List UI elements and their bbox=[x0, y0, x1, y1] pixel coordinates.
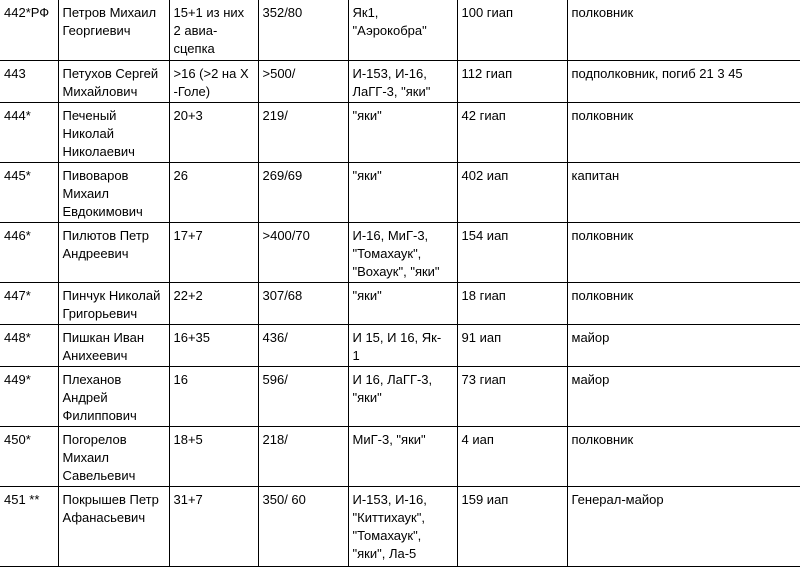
cell-name: Покрышев Петр Афанасьевич bbox=[57, 485, 170, 567]
table-row: 451 ** Покрышев Петр Афанасьевич 31+7 35… bbox=[0, 485, 800, 567]
cell-regiment: 18 гиап bbox=[456, 281, 568, 325]
table-row: 450* Погорелов Михаил Савельевич 18+5 21… bbox=[0, 425, 800, 487]
table-row: 449* Плеханов Андрей Филиппович 16 596/ … bbox=[0, 365, 800, 427]
cell-sorties: 436/ bbox=[257, 323, 349, 367]
cell-regiment: 100 гиап bbox=[456, 0, 568, 61]
cell-rank: полковник bbox=[566, 0, 800, 61]
cell-sorties: 350/ 60 bbox=[257, 485, 349, 567]
table-row: 442*РФ Петров Михаил Георгиевич 15+1 из … bbox=[0, 0, 800, 61]
cell-sorties: 352/80 bbox=[257, 0, 349, 61]
cell-rank: полковник bbox=[566, 425, 800, 487]
cell-rank: капитан bbox=[566, 161, 800, 223]
cell-name: Пинчук Николай Григорьевич bbox=[57, 281, 170, 325]
cell-victories: 18+5 bbox=[168, 425, 259, 487]
cell-aircraft: "яки" bbox=[347, 161, 458, 223]
cell-name: Петров Михаил Георгиевич bbox=[57, 0, 170, 61]
cell-victories: 26 bbox=[168, 161, 259, 223]
cell-sorties: 307/68 bbox=[257, 281, 349, 325]
cell-number: 444* bbox=[0, 101, 59, 163]
cell-victories: 16+35 bbox=[168, 323, 259, 367]
table-row: 443 Петухов Сергей Михайлович >16 (>2 на… bbox=[0, 59, 800, 103]
cell-regiment: 159 иап bbox=[456, 485, 568, 567]
cell-rank: майор bbox=[566, 323, 800, 367]
cell-number: 449* bbox=[0, 365, 59, 427]
cell-number: 443 bbox=[0, 59, 59, 103]
cell-aircraft: "яки" bbox=[347, 101, 458, 163]
cell-name: Пилютов Петр Андреевич bbox=[57, 221, 170, 283]
cell-rank: полковник bbox=[566, 281, 800, 325]
cell-number: 447* bbox=[0, 281, 59, 325]
cell-aircraft: МиГ-3, "яки" bbox=[347, 425, 458, 487]
cell-victories: 20+3 bbox=[168, 101, 259, 163]
cell-regiment: 154 иап bbox=[456, 221, 568, 283]
cell-victories: 31+7 bbox=[168, 485, 259, 567]
cell-victories: 22+2 bbox=[168, 281, 259, 325]
cell-regiment: 42 гиап bbox=[456, 101, 568, 163]
cell-name: Петухов Сергей Михайлович bbox=[57, 59, 170, 103]
cell-aircraft: И-153, И-16, ЛаГГ-3, "яки" bbox=[347, 59, 458, 103]
cell-sorties: 219/ bbox=[257, 101, 349, 163]
cell-victories: 15+1 из них 2 авиа- сцепка bbox=[168, 0, 259, 61]
cell-rank: подполковник, погиб 21 3 45 bbox=[566, 59, 800, 103]
table-row: 444* Печеный Николай Николаевич 20+3 219… bbox=[0, 101, 800, 163]
cell-number: 446* bbox=[0, 221, 59, 283]
cell-number: 450* bbox=[0, 425, 59, 487]
table-row: 448* Пишкан Иван Анихеевич 16+35 436/ И … bbox=[0, 323, 800, 367]
cell-rank: полковник bbox=[566, 221, 800, 283]
cell-rank: полковник bbox=[566, 101, 800, 163]
cell-regiment: 402 иап bbox=[456, 161, 568, 223]
cell-name: Пивоваров Михаил Евдокимович bbox=[57, 161, 170, 223]
cell-sorties: >500/ bbox=[257, 59, 349, 103]
cell-aircraft: "яки" bbox=[347, 281, 458, 325]
cell-number: 445* bbox=[0, 161, 59, 223]
cell-number: 448* bbox=[0, 323, 59, 367]
cell-victories: 16 bbox=[168, 365, 259, 427]
cell-number: 451 ** bbox=[0, 485, 59, 567]
table-row: 445* Пивоваров Михаил Евдокимович 26 269… bbox=[0, 161, 800, 223]
cell-victories: 17+7 bbox=[168, 221, 259, 283]
cell-regiment: 73 гиап bbox=[456, 365, 568, 427]
cell-name: Плеханов Андрей Филиппович bbox=[57, 365, 170, 427]
cell-name: Погорелов Михаил Савельевич bbox=[57, 425, 170, 487]
cell-sorties: 596/ bbox=[257, 365, 349, 427]
cell-aircraft: И-153, И-16, "Киттихаук", "Томахаук", "я… bbox=[347, 485, 458, 567]
cell-name: Печеный Николай Николаевич bbox=[57, 101, 170, 163]
cell-sorties: 269/69 bbox=[257, 161, 349, 223]
cell-regiment: 91 иап bbox=[456, 323, 568, 367]
cell-aircraft: И 16, ЛаГГ-3, "яки" bbox=[347, 365, 458, 427]
cell-rank: Генерал-майор bbox=[566, 485, 800, 567]
table-row: 447* Пинчук Николай Григорьевич 22+2 307… bbox=[0, 281, 800, 325]
cell-regiment: 112 гиап bbox=[456, 59, 568, 103]
cell-sorties: 218/ bbox=[257, 425, 349, 487]
cell-victories: >16 (>2 на Х -Голе) bbox=[168, 59, 259, 103]
cell-aircraft: И-16, МиГ-3, "Томахаук", "Вохаук", "яки" bbox=[347, 221, 458, 283]
cell-aircraft: Як1, "Аэрокобра" bbox=[347, 0, 458, 61]
cell-regiment: 4 иап bbox=[456, 425, 568, 487]
cell-rank: майор bbox=[566, 365, 800, 427]
cell-aircraft: И 15, И 16, Як- 1 bbox=[347, 323, 458, 367]
cell-number: 442*РФ bbox=[0, 0, 59, 61]
table-row: 446* Пилютов Петр Андреевич 17+7 >400/70… bbox=[0, 221, 800, 283]
cell-name: Пишкан Иван Анихеевич bbox=[57, 323, 170, 367]
cell-sorties: >400/70 bbox=[257, 221, 349, 283]
